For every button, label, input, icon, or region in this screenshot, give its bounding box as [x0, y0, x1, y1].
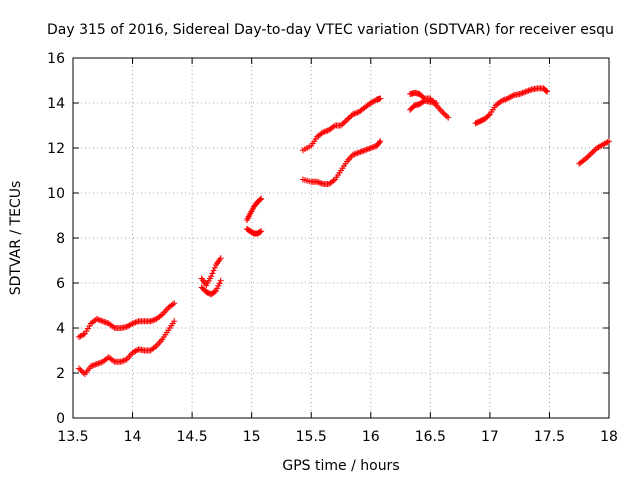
data-point: [588, 150, 595, 157]
series-seg-g: [576, 138, 612, 167]
x-tick-label: 16.5: [415, 429, 446, 445]
interp-point: [440, 110, 447, 117]
y-tick-label: 10: [47, 186, 65, 202]
interp-point: [77, 366, 84, 373]
series-seg-e2: [407, 97, 440, 113]
series-lower-d: [299, 138, 384, 187]
y-tick-label: 4: [56, 321, 65, 337]
data-point: [75, 365, 82, 372]
interp-point: [340, 119, 347, 126]
interp-point: [257, 228, 264, 235]
x-axis-title: GPS time / hours: [282, 458, 399, 474]
series-upper-a: [75, 300, 178, 340]
interp-point: [209, 270, 216, 277]
data-point: [377, 95, 384, 102]
data-point: [343, 116, 350, 123]
interp-point: [211, 264, 218, 271]
data-point: [258, 228, 265, 235]
interp-point: [586, 152, 593, 159]
data-point: [217, 255, 224, 262]
x-tick-label: 17: [481, 429, 499, 445]
data-point: [258, 195, 265, 202]
y-tick-label: 0: [56, 411, 65, 427]
y-tick-label: 8: [56, 231, 65, 247]
x-tick-label: 15.5: [296, 429, 327, 445]
x-tick-label: 18: [600, 429, 618, 445]
data-point: [544, 88, 551, 95]
series-seg-f: [472, 85, 551, 127]
interp-point: [543, 87, 550, 94]
interp-point: [346, 114, 353, 121]
x-tick-label: 17.5: [534, 429, 565, 445]
y-tick-label: 12: [47, 141, 65, 157]
y-tick-label: 6: [56, 276, 65, 292]
data-point: [606, 138, 612, 145]
y-tick-label: 16: [47, 51, 65, 67]
y-tick-label: 2: [56, 366, 65, 382]
x-tick-label: 14: [124, 429, 142, 445]
data-markers: [75, 85, 612, 378]
interp-point: [585, 153, 592, 160]
axis-ticks: 13.5 14 14.5 15 15.5 16 16.5 17 17.5 18 0 2 4 6 8 10 12 1…: [47, 51, 618, 445]
y-tick-label: 14: [47, 96, 65, 112]
series-lower-a: [75, 318, 178, 378]
series-seg-b1: [198, 255, 224, 289]
interp-point: [211, 288, 218, 295]
interp-point: [442, 111, 449, 118]
x-tick-label: 13.5: [57, 429, 88, 445]
interp-point: [120, 357, 127, 364]
interp-point: [257, 196, 264, 203]
x-tick-label: 16: [362, 429, 380, 445]
interp-point: [376, 139, 383, 146]
data-point: [338, 122, 344, 129]
data-point: [217, 277, 224, 284]
interp-point: [589, 149, 596, 156]
interp-point: [210, 267, 217, 274]
interp-point: [78, 368, 85, 375]
interp-point: [342, 118, 349, 125]
y-axis-title: SDTVAR / TECUs: [8, 181, 24, 296]
data-point: [171, 318, 178, 325]
data-point: [171, 300, 178, 307]
interp-point: [317, 179, 324, 186]
series-seg-c2: [243, 226, 265, 237]
series-upper-d: [299, 95, 384, 154]
x-tick-label: 15: [243, 429, 261, 445]
interp-point: [339, 121, 346, 128]
chart-title: Day 315 of 2016, Sidereal Day-to-day VTE…: [47, 22, 614, 38]
data-point: [433, 100, 440, 106]
data-point: [445, 114, 452, 121]
series-seg-b2: [198, 277, 224, 298]
interp-point: [485, 112, 492, 119]
grid: [73, 58, 609, 418]
interp-point: [345, 115, 352, 122]
x-tick-label: 14.5: [177, 429, 208, 445]
data-point: [377, 138, 384, 145]
interp-point: [591, 147, 598, 154]
data-point: [208, 273, 215, 280]
interp-point: [443, 113, 450, 120]
series-seg-c1: [243, 195, 265, 223]
